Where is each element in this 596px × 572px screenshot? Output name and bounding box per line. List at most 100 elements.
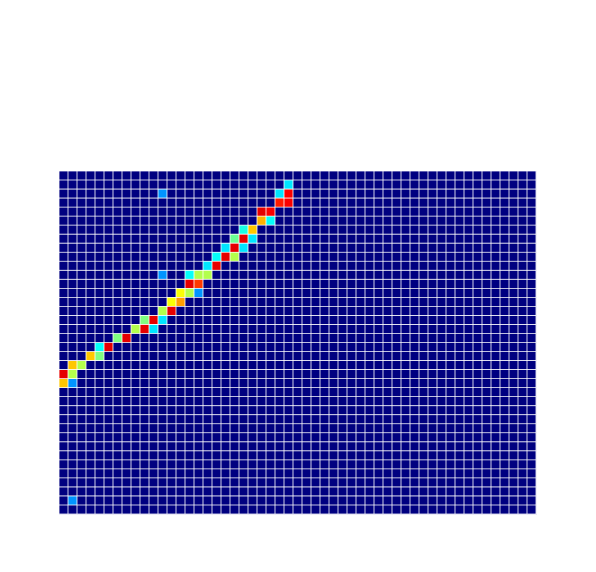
heatmap-cell <box>131 405 141 416</box>
heatmap-cell <box>167 234 177 244</box>
heatmap-cell <box>248 477 258 488</box>
heatmap-cell <box>140 297 150 307</box>
heatmap-cell <box>392 198 402 208</box>
heatmap-cell <box>113 369 123 379</box>
heatmap-cell <box>437 360 447 370</box>
heatmap-cell <box>167 477 177 488</box>
heatmap-cell <box>473 450 483 461</box>
heatmap-cell <box>149 387 159 397</box>
heatmap-cell <box>158 288 168 298</box>
heatmap-cell <box>86 351 96 361</box>
heatmap-cell <box>338 171 348 181</box>
heatmap-cell <box>275 306 285 316</box>
heatmap-cell <box>383 504 393 515</box>
heatmap-cell <box>185 252 195 262</box>
heatmap-cell <box>284 288 294 298</box>
heatmap-cell <box>122 315 132 325</box>
heatmap-cell <box>275 378 285 388</box>
heatmap-cell <box>59 405 69 416</box>
heatmap-cell <box>410 360 420 370</box>
heatmap-cell <box>347 477 357 488</box>
heatmap-cell <box>329 450 339 461</box>
heatmap-cell <box>158 378 168 388</box>
heatmap-cell <box>77 369 87 379</box>
heatmap-cell <box>95 207 105 217</box>
heatmap-cell <box>509 234 519 244</box>
heatmap-cell <box>185 234 195 244</box>
heatmap-cell <box>194 477 204 488</box>
heatmap-cell <box>131 378 141 388</box>
heatmap-cell <box>338 297 348 307</box>
heatmap-cell <box>419 270 429 280</box>
heatmap-cell <box>104 306 114 316</box>
heatmap-cell <box>167 171 177 181</box>
heatmap-cell <box>347 324 357 334</box>
heatmap-cell <box>374 387 384 397</box>
heatmap-cell <box>464 423 474 434</box>
heatmap-cell <box>77 477 87 488</box>
heatmap-cell <box>212 207 222 217</box>
heatmap-cell <box>185 306 195 316</box>
heatmap-cell <box>140 333 150 343</box>
heatmap-cell <box>140 468 150 479</box>
heatmap-cell <box>311 477 321 488</box>
heatmap-cell <box>122 234 132 244</box>
heatmap-cell <box>320 243 330 253</box>
heatmap-cell <box>491 198 501 208</box>
heatmap-cell <box>149 495 159 506</box>
heatmap-cell <box>122 396 132 406</box>
heatmap-cell <box>329 378 339 388</box>
heatmap-cell <box>437 414 447 425</box>
heatmap-cell <box>248 180 258 190</box>
heatmap-cell <box>68 189 78 199</box>
heatmap-cell <box>68 342 78 352</box>
heatmap-cell <box>293 279 303 289</box>
heatmap-cell <box>95 216 105 226</box>
heatmap-cell <box>518 189 528 199</box>
heatmap-cell <box>122 477 132 488</box>
heatmap-cell <box>365 198 375 208</box>
heatmap-cell <box>158 207 168 217</box>
heatmap-cell <box>509 288 519 298</box>
heatmap-cell <box>419 306 429 316</box>
heatmap-cell <box>203 207 213 217</box>
heatmap-cell <box>311 171 321 181</box>
heatmap-cell <box>266 297 276 307</box>
heatmap-cell <box>203 360 213 370</box>
heatmap-cell <box>311 468 321 479</box>
heatmap-cell <box>356 207 366 217</box>
heatmap-cell <box>401 423 411 434</box>
heatmap-cell <box>239 252 249 262</box>
heatmap-cell <box>527 243 537 253</box>
heatmap-cell <box>248 468 258 479</box>
heatmap-cell <box>500 207 510 217</box>
heatmap-cell <box>194 324 204 334</box>
heatmap-cell <box>311 360 321 370</box>
heatmap-cell <box>95 270 105 280</box>
heatmap-cell <box>203 234 213 244</box>
heatmap-cell <box>509 477 519 488</box>
heatmap-cell <box>149 189 159 199</box>
heatmap-cell <box>86 297 96 307</box>
heatmap-cell <box>347 297 357 307</box>
heatmap-cell <box>131 207 141 217</box>
heatmap-cell <box>428 441 438 452</box>
heatmap-cell <box>518 351 528 361</box>
heatmap-cell <box>473 297 483 307</box>
heatmap-cell <box>491 171 501 181</box>
heatmap-cell <box>221 405 231 416</box>
heatmap-cell <box>221 432 231 443</box>
heatmap-cell <box>518 432 528 443</box>
heatmap-cell <box>302 324 312 334</box>
heatmap-cell <box>329 279 339 289</box>
heatmap-cell <box>77 171 87 181</box>
heatmap-cell <box>518 171 528 181</box>
heatmap-cell <box>167 378 177 388</box>
heatmap-cell <box>248 432 258 443</box>
heatmap-cell <box>86 414 96 425</box>
heatmap-cell <box>185 450 195 461</box>
heatmap-cell <box>518 333 528 343</box>
heatmap-cell <box>509 180 519 190</box>
heatmap-cell <box>86 468 96 479</box>
heatmap-cell <box>158 468 168 479</box>
